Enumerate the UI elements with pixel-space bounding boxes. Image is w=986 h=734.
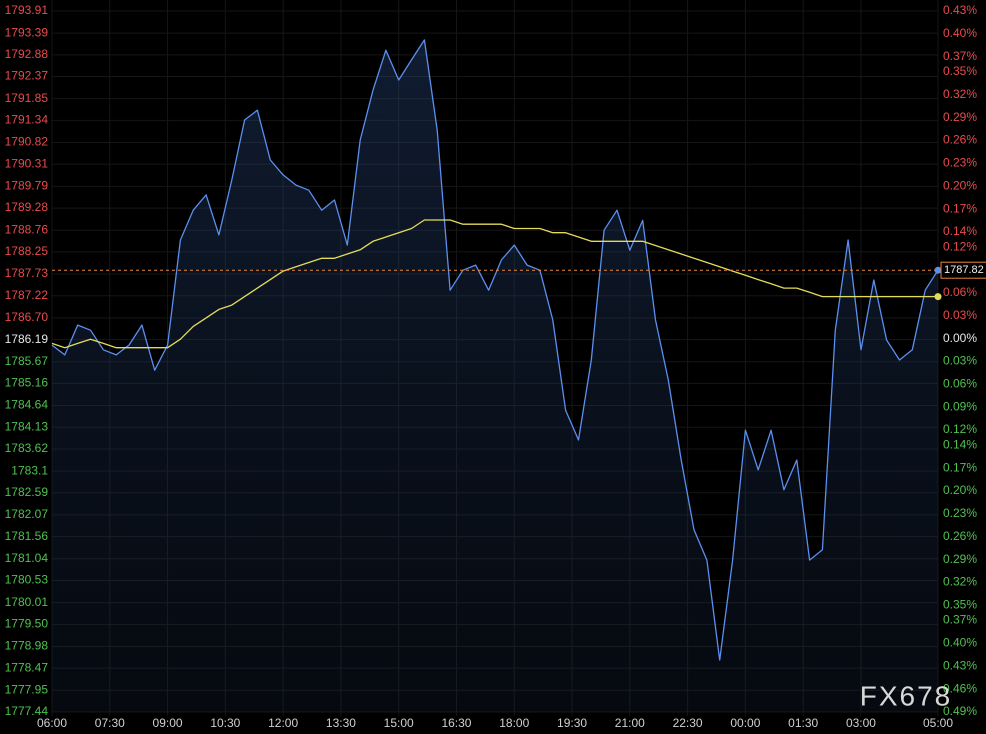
y2-tick-label: 0.26% [943,529,977,543]
y-tick-label: 1780.53 [5,573,49,587]
x-tick-label: 21:00 [615,716,645,730]
last-price-box [940,261,986,279]
y2-tick-label: 0.14% [943,224,977,238]
y2-tick-label: 0.32% [943,575,977,589]
end-dot [934,293,942,301]
y-tick-label: 1793.39 [5,25,49,39]
x-tick-label: 16:30 [441,716,471,730]
y-tick-label: 1781.04 [5,551,49,565]
y-tick-label: 1783.62 [5,441,49,455]
y2-tick-label: 0.12% [943,422,977,436]
y2-tick-label: 0.20% [943,178,977,192]
y-tick-label: 1778.47 [5,660,49,674]
x-tick-label: 07:30 [95,716,125,730]
y2-tick-label: 0.12% [943,239,977,253]
x-tick-label: 13:30 [326,716,356,730]
x-tick-label: 00:00 [730,716,760,730]
y2-tick-label: 0.23% [943,156,977,170]
y2-tick-label: 0.43% [943,658,977,672]
y2-tick-label: 0.40% [943,26,977,40]
x-tick-label: 09:00 [153,716,183,730]
y2-tick-label: 0.40% [943,636,977,650]
y-tick-label: 1784.13 [5,419,49,433]
y2-tick-label: 0.03% [943,308,977,322]
y2-tick-label: 0.17% [943,201,977,215]
y-tick-label: 1790.31 [5,156,49,170]
y2-tick-label: 0.06% [943,285,977,299]
y-tick-label: 1786.70 [5,310,49,324]
y-tick-label: 1778.98 [5,639,49,653]
y-tick-label: 1784.64 [5,398,49,412]
y2-tick-label: 0.35% [943,64,977,78]
area-fill [52,39,938,712]
x-tick-label: 06:00 [37,716,67,730]
x-tick-label: 19:30 [557,716,587,730]
y2-tick-label: 0.23% [943,506,977,520]
y2-tick-label: 0.29% [943,110,977,124]
y-tick-label: 1785.16 [5,376,49,390]
x-tick-label: 01:30 [788,716,818,730]
average-line [51,219,938,349]
y2-tick-label: 0.37% [943,49,977,63]
y-tick-label: 1787.73 [5,266,49,280]
y-tick-label: 1793.91 [5,3,49,17]
y-tick-label: 1777.44 [5,704,49,718]
x-tick-label: 03:00 [846,716,876,730]
y-tick-label: 1785.67 [5,354,49,368]
watermark: FX678 [860,680,953,711]
y-tick-label: 1789.28 [5,200,49,214]
y-tick-label: 1780.01 [5,595,49,609]
y-tick-label: 1792.37 [5,69,49,83]
y2-tick-label: 0.37% [943,613,977,627]
y2-tick-label: 0.26% [943,133,977,147]
y-tick-label: 1786.19 [5,332,49,346]
x-tick-label: 12:00 [268,716,298,730]
y-tick-label: 1781.56 [5,529,49,543]
plot-layer [51,39,942,712]
y2-tick-label: 0.20% [943,483,977,497]
y-tick-label: 1791.85 [5,91,49,105]
y-tick-label: 1788.25 [5,244,49,258]
axis-layer: 06:00 07:30 09:00 10:30 12:00 13:30 15:00 16:30… [5,3,986,730]
x-tick-label: 15:00 [384,716,414,730]
y2-tick-label: 0.49% [943,704,977,718]
y2-tick-label: 0.06% [943,377,977,391]
y2-tick-label: 0.35% [943,597,977,611]
y-tick-label: 1791.34 [5,113,49,127]
y2-tick-label: 0.03% [943,354,977,368]
x-tick-label: 22:30 [673,716,703,730]
end-dot [934,266,942,274]
y2-tick-label: 0.14% [943,437,977,451]
y2-tick-label: 0.09% [943,399,977,413]
y2-tick-label: 0.43% [943,3,977,17]
y-tick-label: 1783.1 [11,463,48,477]
y-tick-label: 1790.82 [5,135,49,149]
x-tick-label: 10:30 [210,716,240,730]
y-tick-label: 1777.95 [5,682,49,696]
y2-tick-label: 0.00% [943,331,977,345]
price-line [51,39,939,661]
y-tick-label: 1792.88 [5,47,49,61]
y-tick-label: 1787.22 [5,288,49,302]
x-tick-label: 05:00 [923,716,953,730]
y2-tick-label: 0.17% [943,460,977,474]
y2-tick-label: 0.32% [943,87,977,101]
y2-tick-label: 0.29% [943,552,977,566]
y-tick-label: 1789.79 [5,179,49,193]
y-tick-label: 1788.76 [5,222,49,236]
last-price-label: 1787.82 [944,264,984,276]
y-tick-label: 1782.07 [5,507,49,521]
y2-tick-label: 0.46% [943,681,977,695]
y-tick-label: 1779.50 [5,616,49,630]
y-tick-label: 1782.59 [5,485,49,499]
x-tick-label: 18:00 [499,716,529,730]
